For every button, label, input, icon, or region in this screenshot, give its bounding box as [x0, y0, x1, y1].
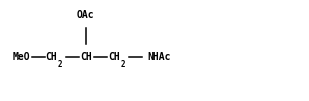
- Text: 2: 2: [121, 60, 125, 69]
- Text: 2: 2: [58, 60, 62, 69]
- Text: OAc: OAc: [77, 10, 95, 20]
- Text: CH: CH: [80, 52, 92, 62]
- Text: CH: CH: [108, 52, 120, 62]
- Text: NHAc: NHAc: [147, 52, 171, 62]
- Text: CH: CH: [45, 52, 57, 62]
- Text: MeO: MeO: [12, 52, 30, 62]
